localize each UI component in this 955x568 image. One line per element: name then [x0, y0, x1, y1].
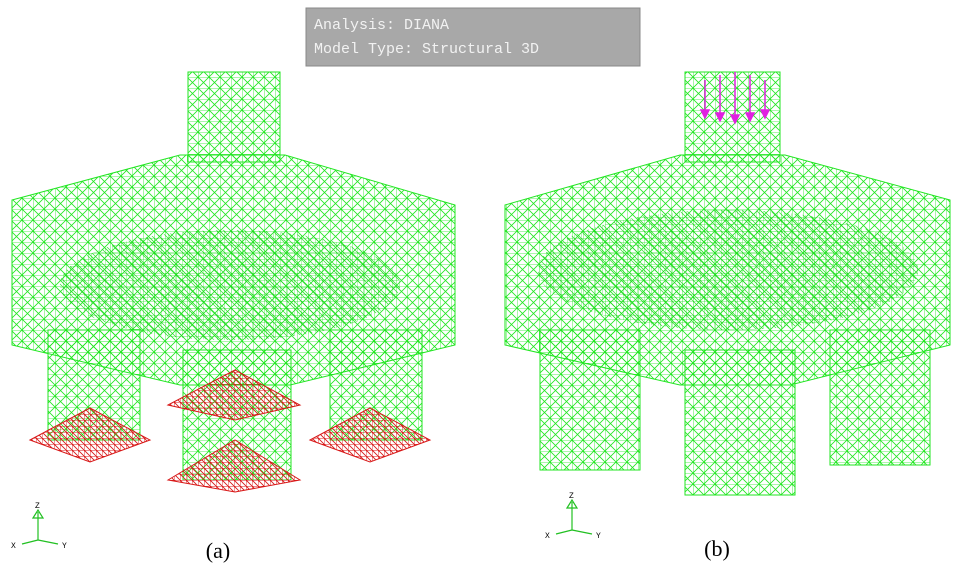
mesh-b: [505, 72, 950, 495]
axis-triad: [22, 500, 592, 544]
axis-label: X: [545, 532, 550, 541]
axis-label: Z: [569, 492, 574, 501]
page: Analysis: DIANA Model Type: Structural 3…: [0, 0, 955, 568]
figure: Analysis: DIANA Model Type: Structural 3…: [0, 0, 955, 568]
mesh-a: [12, 72, 455, 492]
caption: (a): [206, 538, 230, 563]
info-line: Analysis: DIANA: [314, 17, 449, 34]
caption: (b): [704, 536, 730, 561]
axis-label: Y: [596, 532, 601, 541]
info-line: Model Type: Structural 3D: [314, 41, 539, 58]
axis-label: X: [11, 542, 16, 551]
axis-label: Y: [62, 542, 67, 551]
axis-label: Z: [35, 502, 40, 511]
